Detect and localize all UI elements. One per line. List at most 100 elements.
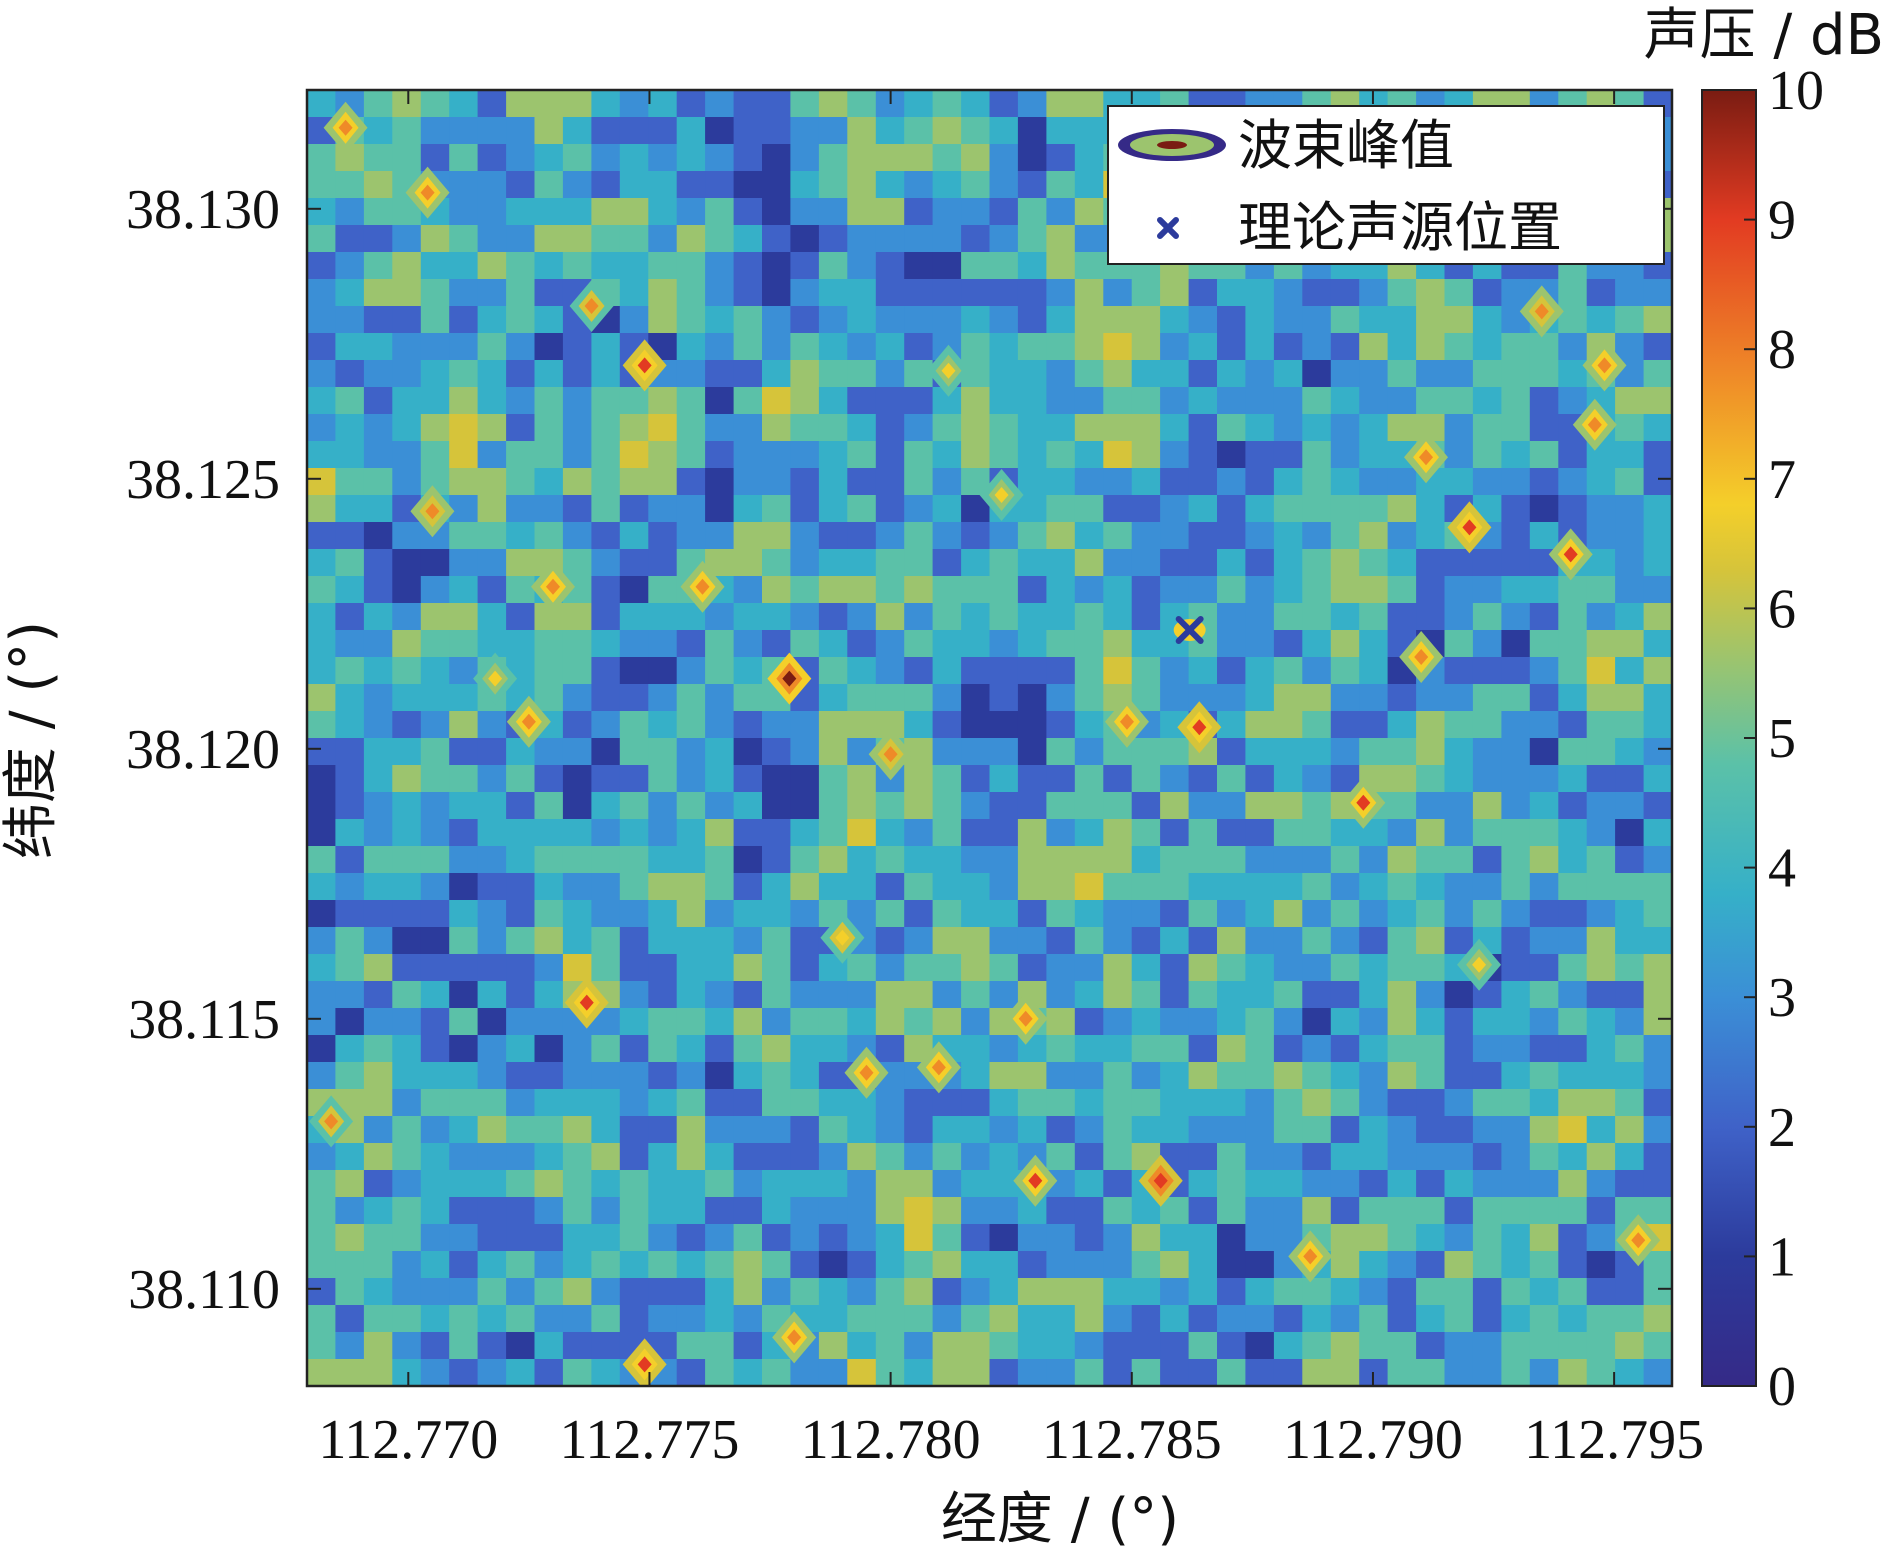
heatmap-cell [818, 198, 849, 226]
heatmap-cell [591, 711, 621, 739]
heatmap-cell [1501, 468, 1531, 496]
heatmap-cell [1017, 1278, 1048, 1306]
heatmap-cell [989, 144, 1019, 172]
heatmap-cell [1302, 1332, 1332, 1360]
heatmap-cell [989, 981, 1019, 1009]
heatmap-cell [676, 441, 706, 469]
heatmap-cell [363, 981, 394, 1009]
heatmap-cell [307, 333, 337, 361]
heatmap-cell [705, 900, 735, 928]
heatmap-cell [904, 279, 934, 307]
heatmap-cell [506, 981, 536, 1009]
heatmap-cell [733, 225, 763, 253]
heatmap-cell [932, 1143, 962, 1171]
heatmap-cell [961, 1170, 991, 1198]
heatmap-cell [1501, 1008, 1531, 1036]
heatmap-cell [449, 981, 479, 1009]
heatmap-cell [392, 711, 422, 739]
heatmap-cell [1359, 1089, 1389, 1117]
heatmap-cell [1017, 441, 1048, 469]
heatmap-cell [477, 1116, 507, 1144]
heatmap-cell [818, 1089, 849, 1117]
heatmap-cell [619, 684, 649, 712]
heatmap-cell [932, 684, 962, 712]
heatmap-cell [1615, 306, 1645, 334]
heatmap-cell [1330, 603, 1360, 631]
heatmap-cell [1643, 873, 1672, 901]
heatmap-cell [307, 1008, 337, 1036]
heatmap-cell [904, 90, 934, 118]
heatmap-cell [1217, 1035, 1247, 1063]
heatmap-cell [1273, 1359, 1304, 1386]
heatmap-cell [818, 1197, 849, 1225]
heatmap-cell [307, 252, 337, 280]
heatmap-cell [904, 171, 934, 199]
heatmap-cell [1529, 1278, 1559, 1306]
heatmap-cell [1160, 981, 1190, 1009]
heatmap-cell [363, 1089, 394, 1117]
heatmap-cell [1302, 306, 1332, 334]
heatmap-cell [1387, 1116, 1417, 1144]
heatmap-cell [705, 225, 735, 253]
heatmap-cell [1160, 1035, 1190, 1063]
heatmap-cell [1558, 846, 1588, 874]
heatmap-cell [989, 333, 1019, 361]
heatmap-cell [420, 1143, 450, 1171]
heatmap-cell [1131, 387, 1161, 415]
heatmap-cell [1017, 873, 1048, 901]
heatmap-cell [562, 495, 593, 523]
heatmap-cell [1359, 522, 1389, 550]
heatmap-cell [1586, 1305, 1616, 1333]
heatmap-cell [932, 711, 962, 739]
heatmap-cell [1615, 819, 1645, 847]
heatmap-cell [1359, 441, 1389, 469]
y-tick-label: 38.130 [126, 179, 280, 241]
heatmap-cell [904, 522, 934, 550]
heatmap-cell [733, 144, 763, 172]
heatmap-cell [733, 927, 763, 955]
heatmap-cell [392, 549, 422, 577]
heatmap-cell [1131, 1278, 1161, 1306]
heatmap-cell [875, 1170, 905, 1198]
heatmap-cell [335, 1224, 365, 1252]
heatmap-cell [392, 1089, 422, 1117]
heatmap-cell [1387, 1035, 1417, 1063]
heatmap-cell [676, 684, 706, 712]
heatmap-cell [1472, 414, 1503, 442]
heatmap-cell [307, 630, 337, 658]
heatmap-cell [1103, 1359, 1133, 1386]
heatmap-cell [1074, 144, 1104, 172]
heatmap-cell [1160, 576, 1190, 604]
heatmap-cell [307, 414, 337, 442]
heatmap-cell [1558, 657, 1588, 685]
heatmap-cell [363, 1359, 394, 1386]
heatmap-cell [1188, 360, 1218, 388]
heatmap-cell [562, 927, 593, 955]
heatmap-cell [1103, 1224, 1133, 1252]
heatmap-cell [534, 198, 564, 226]
heatmap-cell [705, 252, 735, 280]
heatmap-cell [506, 1278, 536, 1306]
heatmap-cell [1188, 1143, 1218, 1171]
heatmap-cell [1330, 441, 1360, 469]
heatmap-cell [1273, 1332, 1304, 1360]
heatmap-cell [1501, 1089, 1531, 1117]
heatmap-cell [904, 1224, 934, 1252]
heatmap-cell [506, 90, 536, 118]
peak-blob [405, 166, 450, 219]
heatmap-cell [648, 90, 678, 118]
heatmap-cell [1387, 495, 1417, 523]
heatmap-cell [904, 1305, 934, 1333]
heatmap-cell [619, 1062, 649, 1090]
heatmap-cell [420, 981, 450, 1009]
heatmap-cell [506, 630, 536, 658]
heatmap-cell [1586, 1170, 1616, 1198]
heatmap-cell [932, 522, 962, 550]
heatmap-cell [1558, 684, 1588, 712]
legend-label-source: 理论声源位置 [1238, 196, 1562, 259]
heatmap-cell [648, 387, 678, 415]
heatmap-cell [1472, 1143, 1503, 1171]
heatmap-cell [762, 549, 792, 577]
source-x-stroke [1175, 616, 1204, 644]
heatmap-cell [790, 576, 820, 604]
